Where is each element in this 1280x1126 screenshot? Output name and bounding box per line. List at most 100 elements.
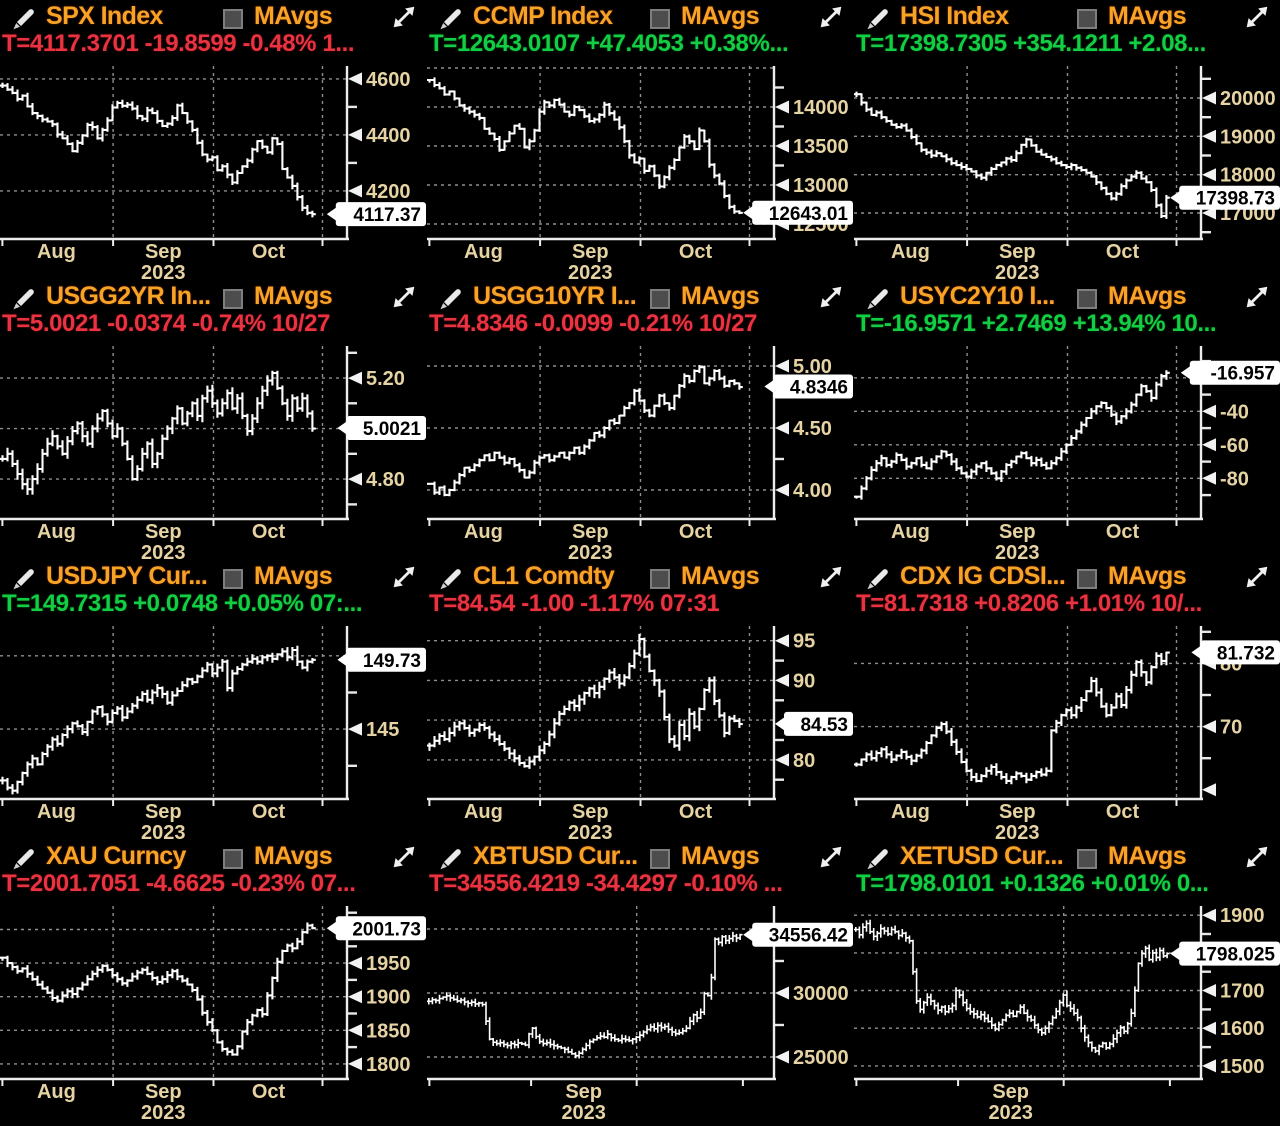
last-price-pointer <box>326 921 337 936</box>
mavgs-checkbox[interactable] <box>650 9 670 29</box>
svg-text:5.20: 5.20 <box>366 368 405 390</box>
instrument-title[interactable]: SPX Index <box>46 2 163 30</box>
mavgs-checkbox[interactable] <box>223 9 243 29</box>
svg-text:95: 95 <box>793 631 815 653</box>
last-price-label: 12643.01 <box>769 204 849 225</box>
mavgs-checkbox[interactable] <box>223 849 243 869</box>
mavgs-checkbox[interactable] <box>1077 849 1097 869</box>
mavgs-checkbox[interactable] <box>650 849 670 869</box>
mavgs-checkbox[interactable] <box>223 569 243 589</box>
annotate-pencil-icon[interactable] <box>8 3 40 35</box>
expand-icon[interactable] <box>818 564 844 590</box>
instrument-title[interactable]: USGG2YR In... <box>46 282 211 310</box>
svg-text:Oct: Oct <box>252 521 286 543</box>
chart-canvas[interactable]: 145 Aug Sep Oct 2023 149.73 <box>0 624 427 840</box>
svg-text:2023: 2023 <box>568 822 613 840</box>
instrument-title[interactable]: USGG10YR I... <box>473 282 637 310</box>
instrument-title[interactable]: CCMP Index <box>473 2 613 30</box>
mavgs-checkbox[interactable] <box>1077 289 1097 309</box>
panel-header: CCMP Index MAvgs <box>427 0 854 32</box>
chart-panel-11: XBTUSD Cur... MAvgs T=34556.4219 -34.4297 … <box>427 840 854 1126</box>
mavgs-checkbox[interactable] <box>650 289 670 309</box>
expand-icon[interactable] <box>818 844 844 870</box>
svg-text:2023: 2023 <box>141 822 186 840</box>
svg-text:1900: 1900 <box>366 987 411 1009</box>
expand-icon[interactable] <box>391 284 417 310</box>
ticker-line: T=34556.4219 -34.4297 -0.10% ... <box>429 870 783 897</box>
svg-text:2023: 2023 <box>995 262 1040 280</box>
annotate-pencil-icon[interactable] <box>862 563 894 595</box>
mavgs-checkbox[interactable] <box>223 289 243 309</box>
svg-text:1600: 1600 <box>1220 1018 1265 1040</box>
expand-icon[interactable] <box>1244 4 1270 30</box>
instrument-title[interactable]: XAU Curncy <box>46 842 186 870</box>
expand-icon[interactable] <box>391 844 417 870</box>
ticker-line: T=-16.9571 +2.7469 +13.94% 10... <box>856 310 1217 337</box>
last-price-pointer <box>743 205 754 220</box>
chart-canvas[interactable]: 5.20 4.80 Aug Sep Oct 2023 5.0021 <box>0 344 427 560</box>
svg-text:Sep: Sep <box>999 801 1036 823</box>
instrument-title[interactable]: HSI Index <box>900 2 1009 30</box>
expand-icon[interactable] <box>391 4 417 30</box>
annotate-pencil-icon[interactable] <box>435 3 467 35</box>
svg-text:2023: 2023 <box>568 542 613 560</box>
expand-icon[interactable] <box>818 284 844 310</box>
ticker-line: T=17398.7305 +354.1211 +2.08... <box>856 30 1206 57</box>
annotate-pencil-icon[interactable] <box>435 843 467 875</box>
svg-text:2023: 2023 <box>141 1102 186 1124</box>
annotate-pencil-icon[interactable] <box>862 3 894 35</box>
svg-text:Aug: Aug <box>37 241 76 263</box>
chart-canvas[interactable]: 5.00 4.50 4.00 Aug Sep Oct 2023 4.8346 <box>427 344 854 560</box>
svg-text:30000: 30000 <box>793 983 849 1005</box>
svg-text:Aug: Aug <box>37 801 76 823</box>
svg-text:4.50: 4.50 <box>793 418 832 440</box>
annotate-pencil-icon[interactable] <box>8 563 40 595</box>
annotate-pencil-icon[interactable] <box>862 283 894 315</box>
annotate-pencil-icon[interactable] <box>435 563 467 595</box>
expand-icon[interactable] <box>1244 564 1270 590</box>
ticker-line: T=5.0021 -0.0374 -0.74% 10/27 <box>2 310 330 337</box>
expand-icon[interactable] <box>391 564 417 590</box>
expand-icon[interactable] <box>818 4 844 30</box>
instrument-title[interactable]: XBTUSD Cur... <box>473 842 638 870</box>
svg-text:Aug: Aug <box>37 1081 76 1103</box>
svg-text:1700: 1700 <box>1220 981 1265 1003</box>
ticker-line: T=12643.0107 +47.4053 +0.38%... <box>429 30 789 57</box>
svg-text:2023: 2023 <box>995 822 1040 840</box>
chart-canvas[interactable]: 1950 1900 1850 1800 Aug Sep Oct 2023 2001.73 <box>0 904 427 1126</box>
mavgs-checkbox[interactable] <box>1077 9 1097 29</box>
instrument-title[interactable]: USYC2Y10 I... <box>900 282 1055 310</box>
annotate-pencil-icon[interactable] <box>8 283 40 315</box>
svg-text:Sep: Sep <box>572 521 609 543</box>
svg-text:4.80: 4.80 <box>366 469 405 491</box>
expand-icon[interactable] <box>1244 284 1270 310</box>
svg-text:4600: 4600 <box>366 69 411 91</box>
expand-icon[interactable] <box>1244 844 1270 870</box>
annotate-pencil-icon[interactable] <box>8 843 40 875</box>
annotate-pencil-icon[interactable] <box>862 843 894 875</box>
mavgs-checkbox[interactable] <box>1077 569 1097 589</box>
mavgs-label: MAvgs <box>1108 562 1187 590</box>
svg-text:Oct: Oct <box>1106 241 1140 263</box>
chart-canvas[interactable]: -40 -60 -80 Aug Sep Oct 2023 -16.957 <box>854 344 1280 560</box>
svg-text:Sep: Sep <box>999 521 1036 543</box>
svg-text:Sep: Sep <box>145 1081 182 1103</box>
instrument-title[interactable]: USDJPY Cur... <box>46 562 208 590</box>
instrument-title[interactable]: XETUSD Cur... <box>900 842 1064 870</box>
instrument-title[interactable]: CDX IG CDSI... <box>900 562 1066 590</box>
chart-canvas[interactable]: 4600 4400 4200 Aug Sep Oct 2023 4117.37 <box>0 64 427 280</box>
last-price-pointer <box>1180 365 1191 380</box>
mavgs-checkbox[interactable] <box>650 569 670 589</box>
last-price-label: 5.0021 <box>363 419 422 440</box>
svg-text:-80: -80 <box>1220 468 1249 490</box>
svg-text:2023: 2023 <box>995 542 1040 560</box>
annotate-pencil-icon[interactable] <box>435 283 467 315</box>
chart-canvas[interactable]: 95 90 80 Aug Sep Oct 2023 84.53 <box>427 624 854 840</box>
svg-text:Sep: Sep <box>992 1081 1029 1103</box>
instrument-title[interactable]: CL1 Comdty <box>473 562 615 590</box>
